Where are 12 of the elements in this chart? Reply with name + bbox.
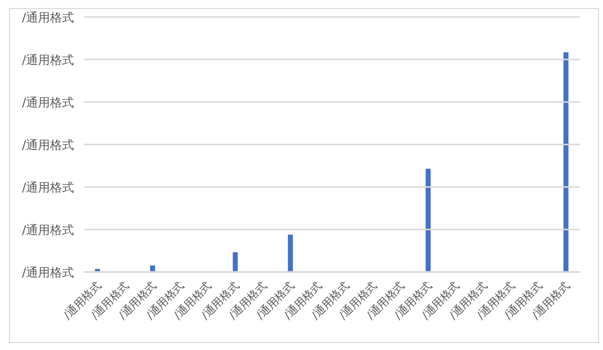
bar: [288, 234, 293, 272]
text: /通用格式: [22, 52, 74, 67]
text: /通用格式: [22, 222, 74, 237]
bar: [150, 265, 156, 272]
bar: [232, 252, 238, 272]
text: /通用格式: [22, 138, 74, 152]
bar: [426, 168, 431, 272]
text: /通用格式: [22, 180, 74, 194]
bar: [563, 52, 568, 272]
text: /通用格式: [22, 10, 74, 24]
text: /通用格式: [22, 95, 74, 110]
text: /通用格式: [22, 265, 74, 280]
